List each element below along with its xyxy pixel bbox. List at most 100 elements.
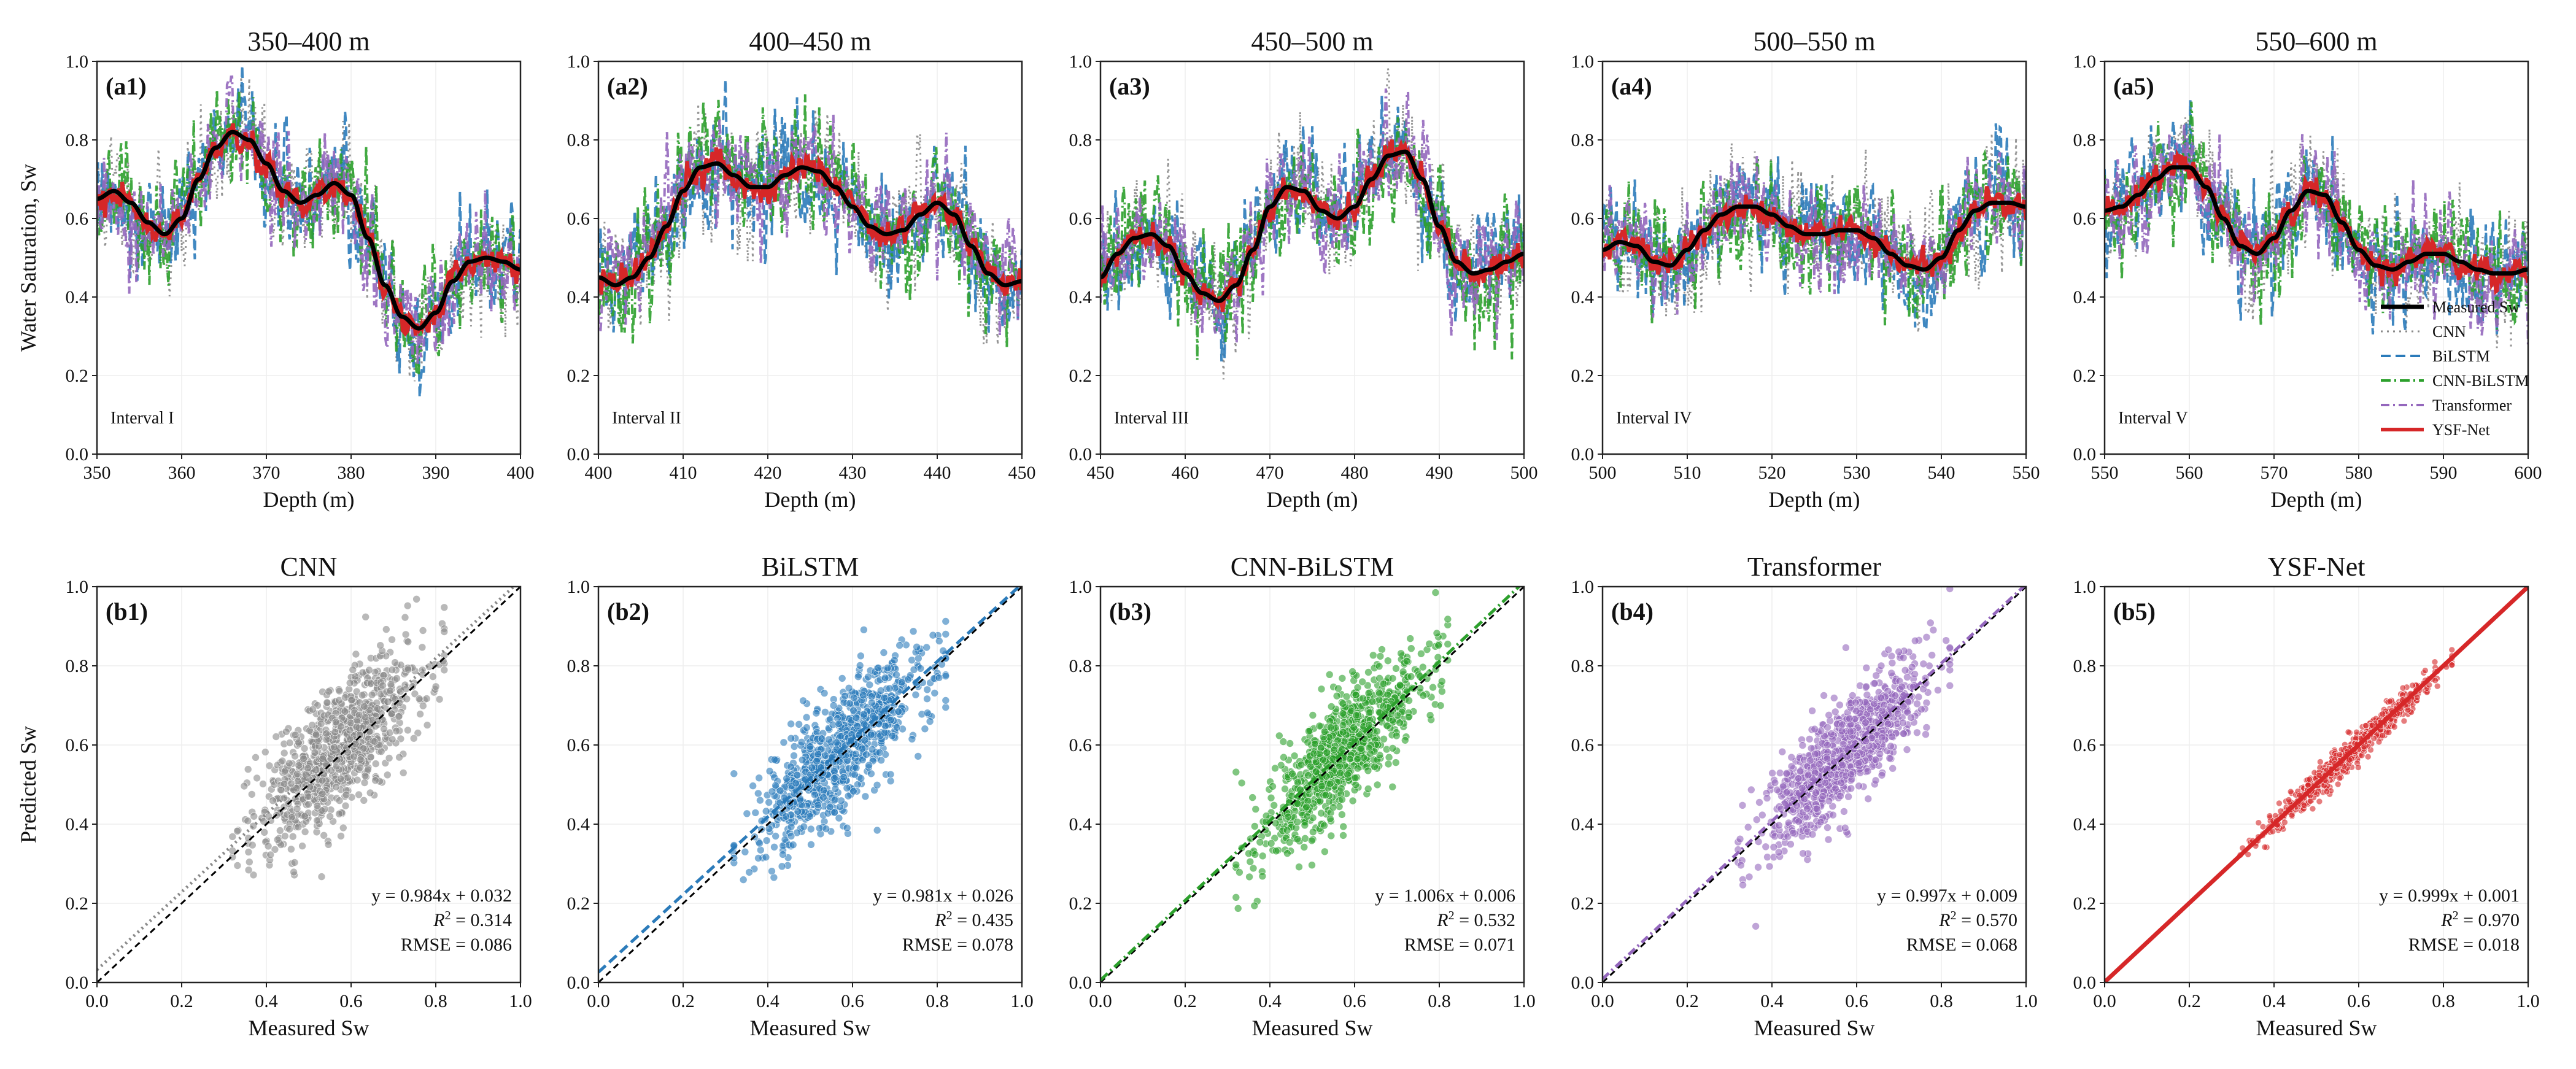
scatter-point (290, 859, 299, 866)
scatter-point (1250, 901, 1259, 910)
legend-entry: CNN-BiLSTM (2432, 372, 2529, 390)
scatter-point (1942, 636, 1950, 644)
scatter-point (404, 638, 412, 646)
scatter-point (1827, 771, 1835, 779)
scatter-point (403, 601, 412, 610)
y-tick-label: 0.8 (567, 130, 590, 150)
y-tick: 0.6 (2073, 735, 2105, 755)
scatter-point (317, 720, 325, 728)
scatter-point (298, 842, 306, 850)
scatter-point (1305, 727, 1313, 735)
scatter-point (1319, 755, 1327, 764)
scatter-point (1828, 802, 1837, 811)
scatter-point (840, 773, 848, 781)
scatter-point (1283, 826, 1291, 835)
scatter-point (1286, 739, 1294, 747)
scatter-point (360, 779, 369, 787)
scatter-point (288, 813, 296, 821)
scatter-point (1738, 801, 1747, 809)
x-tick-label: 0.4 (255, 991, 278, 1011)
x-tick-label: 390 (422, 463, 450, 483)
y-tick-label: 0.8 (1069, 130, 1093, 150)
scatter-point (422, 695, 431, 703)
x-tick: 380 (338, 454, 365, 483)
scatter-point (1803, 805, 1811, 812)
fit-line (598, 587, 1021, 974)
scatter-point (1399, 668, 1407, 676)
scatter-point (1870, 700, 1878, 708)
scatter-point (830, 774, 838, 782)
scatter-point (2404, 706, 2412, 714)
scatter-point (1836, 792, 1844, 800)
scatter-point (1232, 860, 1240, 869)
scatter-point (2369, 722, 2376, 729)
y-tick-label: 0.4 (1571, 814, 1595, 835)
series-group (598, 79, 1022, 347)
scatter-point (244, 765, 252, 773)
scatter-point (873, 781, 881, 789)
scatter-point (1373, 727, 1381, 735)
x-tick: 0.8 (2432, 982, 2455, 1011)
scatter-point (790, 752, 798, 760)
scatter-point (288, 832, 297, 841)
scatter-point (1283, 849, 1291, 857)
scatter-point (1312, 768, 1320, 776)
scatter-point (1396, 719, 1404, 727)
y-tick: 1.0 (66, 52, 97, 72)
x-tick: 0.4 (1760, 982, 1784, 1011)
y-tick: 0.4 (1069, 287, 1100, 307)
x-tick: 0.0 (1089, 982, 1112, 1011)
scatter-point (414, 729, 422, 737)
plot-frame (597, 585, 1023, 984)
scatter-point (875, 749, 884, 757)
depth-profile-panel-1: 350 360 370 380 390 4000.00.20.40.60.81.0Dept… (16, 26, 535, 512)
scatter-point (880, 649, 888, 657)
scatter-point (293, 770, 301, 778)
scatter-point (1306, 763, 1315, 771)
y-tick-label: 0.0 (1571, 444, 1595, 465)
scatter-point (1431, 589, 1440, 596)
x-tick: 0.6 (339, 982, 363, 1011)
scatter-point (244, 866, 253, 874)
y-tick-label: 0.2 (1571, 893, 1595, 914)
scatter-point (331, 728, 339, 736)
scatter-point (2400, 717, 2408, 725)
scatter-point (1893, 709, 1902, 718)
scatter-point (291, 731, 300, 739)
y-tick: 0.0 (1069, 444, 1100, 465)
crossplot-panel-4: 0.0 0.2 0.4 0.6 0.8 1.00.00.20.40.60.81.0Meas… (1571, 552, 2038, 1040)
scatter-point (360, 702, 368, 711)
scatter-point (1388, 744, 1397, 752)
scatter-point (888, 731, 897, 740)
scatter-point (860, 626, 868, 634)
scatter-point (886, 777, 895, 785)
scatter-point (1301, 835, 1309, 843)
x-axis-label: Depth (m) (263, 487, 355, 512)
scatter-point (285, 739, 294, 747)
y-tick-label: 0.0 (2073, 973, 2097, 993)
depth-profile-panel-3: 450 460 470 480 490 5000.00.20.40.60.81.0Dept… (1069, 26, 1538, 512)
panel-title: YSF-Net (2268, 552, 2365, 582)
scatter-point (1807, 744, 1816, 752)
scatter-point (1838, 761, 1846, 769)
scatter-point (1391, 758, 1400, 766)
scatter-point (377, 747, 385, 755)
scatter-point (1326, 724, 1335, 731)
x-tick-label: 580 (2345, 463, 2373, 483)
scatter-point (1433, 629, 1441, 638)
identity-line (1603, 587, 2026, 982)
scatter-point (295, 762, 303, 770)
scatter-point (1758, 811, 1766, 819)
scatter-point (830, 796, 839, 805)
scatter-point (1444, 640, 1452, 648)
y-tick: 0.6 (567, 209, 598, 229)
x-tick: 540 (1928, 454, 1955, 483)
y-tick: 0.2 (66, 366, 97, 386)
scatter-point (1922, 724, 1931, 731)
x-tick: 600 (2515, 454, 2542, 483)
scatter-point (396, 735, 405, 743)
points-group (97, 587, 520, 982)
scatter-point (1304, 785, 1313, 794)
scatter-point (743, 809, 751, 818)
scatter-point (312, 731, 320, 739)
